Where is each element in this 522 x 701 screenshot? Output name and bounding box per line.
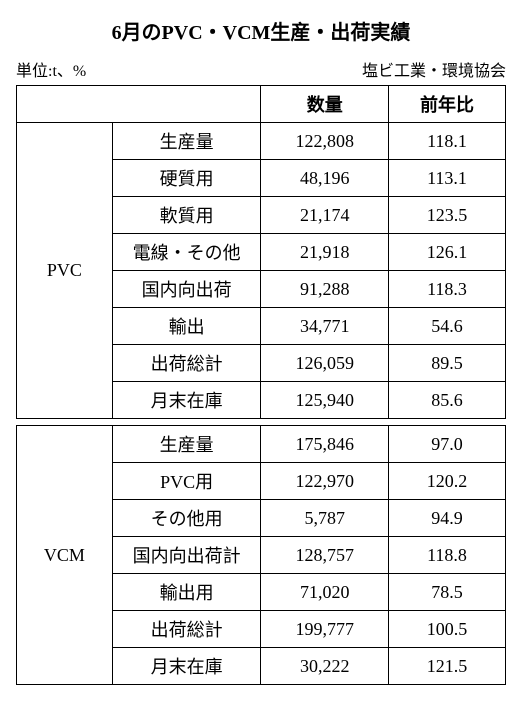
row-qty: 125,940 [261,382,389,419]
row-yoy: 89.5 [389,345,506,382]
header-qty: 数量 [261,86,389,123]
row-yoy: 120.2 [389,463,506,500]
row-label: PVC用 [112,463,261,500]
row-yoy: 123.5 [389,197,506,234]
table-row: PVC生産量122,808118.1 [17,123,506,160]
row-label: 国内向出荷 [112,271,261,308]
header-yoy: 前年比 [389,86,506,123]
row-qty: 175,846 [261,426,389,463]
row-label: 電線・その他 [112,234,261,271]
row-label: 輸出 [112,308,261,345]
row-yoy: 118.3 [389,271,506,308]
row-label: その他用 [112,500,261,537]
row-label: 生産量 [112,426,261,463]
row-qty: 21,918 [261,234,389,271]
row-yoy: 118.1 [389,123,506,160]
group-cell: VCM [17,426,113,685]
header-row: 数量 前年比 [17,86,506,123]
unit-label: 単位:t、% [16,57,86,81]
row-yoy: 118.8 [389,537,506,574]
row-yoy: 97.0 [389,426,506,463]
data-table: 数量 前年比 PVC生産量122,808118.1硬質用48,196113.1軟… [16,85,506,685]
row-label: 月末在庫 [112,648,261,685]
row-yoy: 126.1 [389,234,506,271]
row-qty: 71,020 [261,574,389,611]
row-qty: 21,174 [261,197,389,234]
row-qty: 91,288 [261,271,389,308]
row-label: 出荷総計 [112,345,261,382]
row-yoy: 100.5 [389,611,506,648]
row-label: 出荷総計 [112,611,261,648]
row-qty: 122,808 [261,123,389,160]
row-qty: 126,059 [261,345,389,382]
row-label: 国内向出荷計 [112,537,261,574]
row-yoy: 85.6 [389,382,506,419]
row-qty: 48,196 [261,160,389,197]
row-qty: 5,787 [261,500,389,537]
row-label: 硬質用 [112,160,261,197]
row-yoy: 94.9 [389,500,506,537]
table-body: PVC生産量122,808118.1硬質用48,196113.1軟質用21,17… [17,123,506,685]
spacer-cell [17,419,506,426]
meta-row: 単位:t、% 塩ビ工業・環境協会 [16,57,506,81]
row-qty: 34,771 [261,308,389,345]
row-qty: 128,757 [261,537,389,574]
row-label: 輸出用 [112,574,261,611]
row-label: 月末在庫 [112,382,261,419]
row-yoy: 54.6 [389,308,506,345]
row-qty: 199,777 [261,611,389,648]
header-blank [17,86,261,123]
row-label: 生産量 [112,123,261,160]
row-label: 軟質用 [112,197,261,234]
page-title: 6月のPVC・VCM生産・出荷実績 [16,16,506,45]
group-cell: PVC [17,123,113,419]
row-yoy: 78.5 [389,574,506,611]
row-yoy: 113.1 [389,160,506,197]
row-qty: 122,970 [261,463,389,500]
source-label: 塩ビ工業・環境協会 [362,57,506,81]
row-qty: 30,222 [261,648,389,685]
table-row: VCM生産量175,84697.0 [17,426,506,463]
spacer-row [17,419,506,426]
row-yoy: 121.5 [389,648,506,685]
